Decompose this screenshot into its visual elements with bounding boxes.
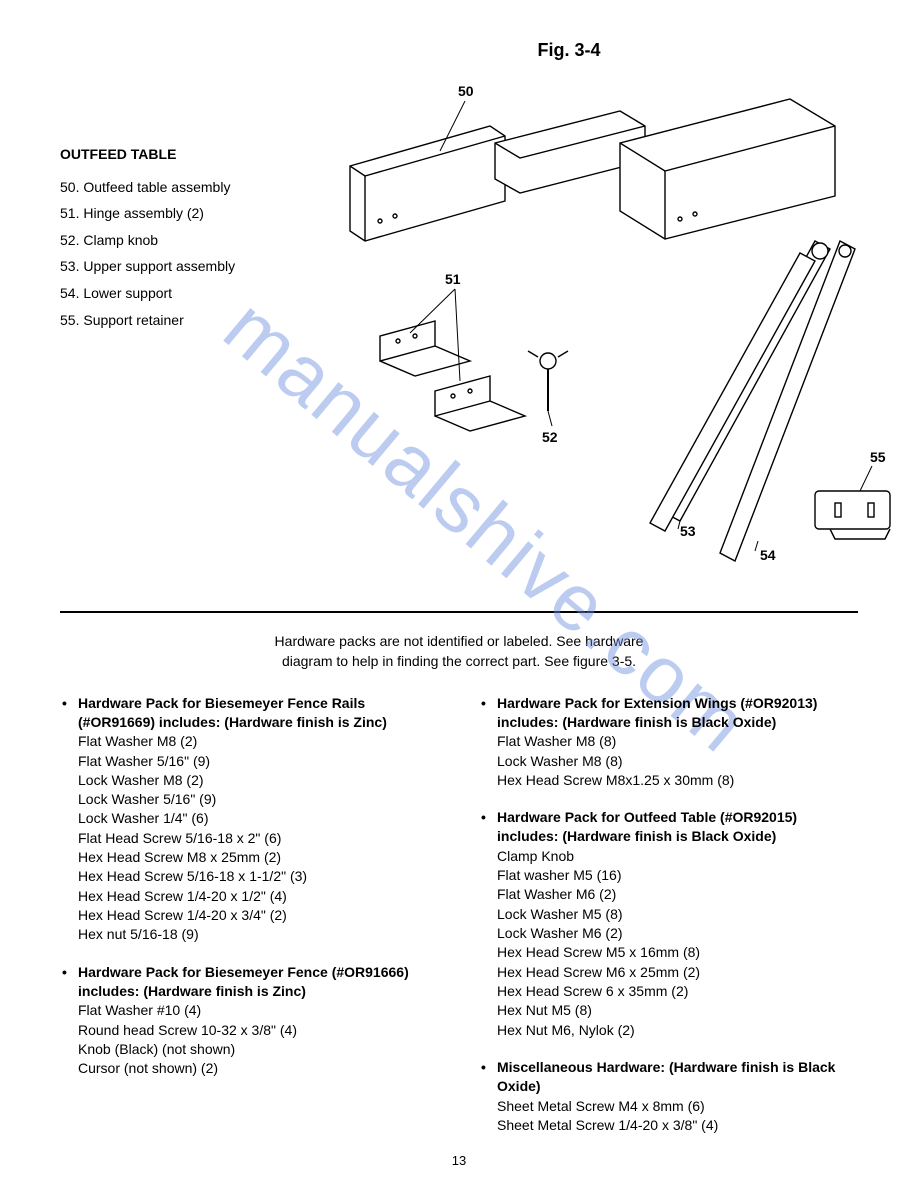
part-label-52: 52 xyxy=(542,429,558,445)
figure-title: Fig. 3-4 xyxy=(280,40,858,61)
legend-text: Support retainer xyxy=(83,312,183,328)
legend-num: 55. xyxy=(60,312,79,328)
legend-item: 55. Support retainer xyxy=(60,307,300,334)
pack-item: Flat Washer M6 (2) xyxy=(497,885,858,904)
pack-item: Hex nut 5/16-18 (9) xyxy=(78,925,439,944)
page: Fig. 3-4 OUTFEED TABLE 50. Outfeed table… xyxy=(0,0,918,1188)
hardware-pack: Miscellaneous Hardware: (Hardware finish… xyxy=(479,1058,858,1135)
part-label-53: 53 xyxy=(680,523,696,539)
pack-item: Flat Washer 5/16" (9) xyxy=(78,752,439,771)
pack-item: Flat Washer #10 (4) xyxy=(78,1001,439,1020)
parts-legend: OUTFEED TABLE 50. Outfeed table assembly… xyxy=(60,141,300,333)
legend-text: Hinge assembly (2) xyxy=(83,205,204,221)
pack-item: Clamp Knob xyxy=(497,847,858,866)
pack-item: Lock Washer 5/16" (9) xyxy=(78,790,439,809)
pack-item: Knob (Black) (not shown) xyxy=(78,1040,439,1059)
intro-line: diagram to help in finding the correct p… xyxy=(282,653,636,669)
pack-item: Hex Head Screw M5 x 16mm (8) xyxy=(497,943,858,962)
legend-num: 52. xyxy=(60,232,79,248)
pack-item: Hex Head Screw 1/4-20 x 1/2" (4) xyxy=(78,887,439,906)
pack-item: Lock Washer M6 (2) xyxy=(497,924,858,943)
legend-num: 51. xyxy=(60,205,79,221)
legend-item: 54. Lower support xyxy=(60,280,300,307)
right-column: Hardware Pack for Extension Wings (#OR92… xyxy=(479,694,858,1154)
legend-item: 50. Outfeed table assembly xyxy=(60,174,300,201)
pack-title: Hardware Pack for Extension Wings (#OR92… xyxy=(497,695,817,730)
pack-item: Round head Screw 10-32 x 3/8" (4) xyxy=(78,1021,439,1040)
pack-item: Hex Head Screw 1/4-20 x 3/4" (2) xyxy=(78,906,439,925)
pack-item: Lock Washer 1/4" (6) xyxy=(78,809,439,828)
pack-item: Hex Head Screw M6 x 25mm (2) xyxy=(497,963,858,982)
pack-item: Cursor (not shown) (2) xyxy=(78,1059,439,1078)
pack-item: Lock Washer M8 (8) xyxy=(497,752,858,771)
intro-text: Hardware packs are not identified or lab… xyxy=(209,631,709,672)
legend-item: 52. Clamp knob xyxy=(60,227,300,254)
exploded-diagram: 50 51 52 53 54 55 xyxy=(280,71,900,591)
pack-item: Hex Head Screw M8 x 25mm (2) xyxy=(78,848,439,867)
part-label-55: 55 xyxy=(870,449,886,465)
intro-line: Hardware packs are not identified or lab… xyxy=(275,633,644,649)
left-column: Hardware Pack for Biesemeyer Fence Rails… xyxy=(60,694,439,1154)
pack-item: Lock Washer M8 (2) xyxy=(78,771,439,790)
pack-item: Hex Head Screw 6 x 35mm (2) xyxy=(497,982,858,1001)
pack-item: Flat washer M5 (16) xyxy=(497,866,858,885)
pack-item: Hex Head Screw 5/16-18 x 1-1/2" (3) xyxy=(78,867,439,886)
legend-item: 51. Hinge assembly (2) xyxy=(60,200,300,227)
legend-item: 53. Upper support assembly xyxy=(60,253,300,280)
part-label-50: 50 xyxy=(458,83,474,99)
pack-item: Flat Washer M8 (8) xyxy=(497,732,858,751)
pack-title: Hardware Pack for Biesemeyer Fence (#OR9… xyxy=(78,964,409,999)
pack-item: Flat Washer M8 (2) xyxy=(78,732,439,751)
pack-item: Sheet Metal Screw M4 x 8mm (6) xyxy=(497,1097,858,1116)
part-label-54: 54 xyxy=(760,547,776,563)
pack-title: Hardware Pack for Outfeed Table (#OR9201… xyxy=(497,809,797,844)
part-label-51: 51 xyxy=(445,271,461,287)
section-divider xyxy=(60,611,858,613)
legend-num: 53. xyxy=(60,258,79,274)
hardware-pack: Hardware Pack for Biesemeyer Fence (#OR9… xyxy=(60,963,439,1079)
pack-item: Hex Head Screw M8x1.25 x 30mm (8) xyxy=(497,771,858,790)
pack-item: Sheet Metal Screw 1/4-20 x 3/8" (4) xyxy=(497,1116,858,1135)
legend-text: Upper support assembly xyxy=(83,258,235,274)
hardware-pack: Hardware Pack for Extension Wings (#OR92… xyxy=(479,694,858,791)
pack-title: Miscellaneous Hardware: (Hardware finish… xyxy=(497,1059,835,1094)
pack-item: Flat Head Screw 5/16-18 x 2" (6) xyxy=(78,829,439,848)
pack-title: Hardware Pack for Biesemeyer Fence Rails… xyxy=(78,695,387,730)
legend-num: 54. xyxy=(60,285,79,301)
hardware-columns: Hardware Pack for Biesemeyer Fence Rails… xyxy=(60,694,858,1154)
hardware-pack: Hardware Pack for Outfeed Table (#OR9201… xyxy=(479,808,858,1040)
page-number: 13 xyxy=(0,1153,918,1168)
pack-item: Hex Nut M5 (8) xyxy=(497,1001,858,1020)
pack-item: Hex Nut M6, Nylok (2) xyxy=(497,1021,858,1040)
legend-heading: OUTFEED TABLE xyxy=(60,141,300,168)
diagram-svg xyxy=(280,71,900,591)
hardware-pack: Hardware Pack for Biesemeyer Fence Rails… xyxy=(60,694,439,945)
legend-text: Outfeed table assembly xyxy=(83,179,230,195)
pack-item: Lock Washer M5 (8) xyxy=(497,905,858,924)
legend-text: Lower support xyxy=(83,285,172,301)
legend-text: Clamp knob xyxy=(83,232,158,248)
upper-section: OUTFEED TABLE 50. Outfeed table assembly… xyxy=(60,71,858,611)
legend-num: 50. xyxy=(60,179,79,195)
